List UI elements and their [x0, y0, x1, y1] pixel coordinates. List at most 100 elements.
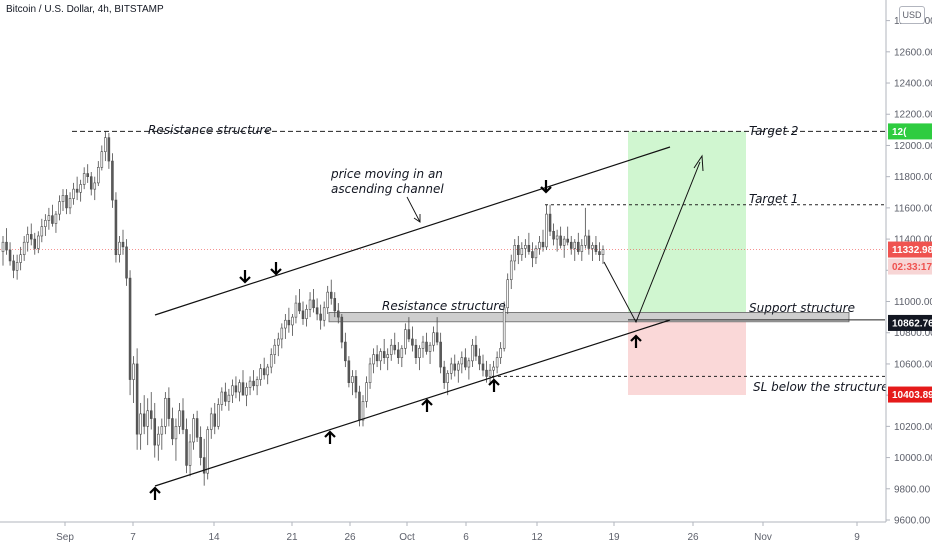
- candle-body: [252, 380, 255, 387]
- target-zone: [628, 131, 746, 313]
- candle: [555, 229, 559, 252]
- candle: [47, 207, 51, 230]
- candle-body: [559, 235, 562, 246]
- candle: [471, 338, 474, 368]
- candle: [344, 332, 347, 368]
- candle: [37, 231, 40, 254]
- candle-body: [527, 245, 531, 252]
- candle-body: [171, 418, 174, 440]
- price-tick-label: 11600.00: [894, 203, 932, 214]
- candle-body: [266, 366, 269, 376]
- candle-body: [488, 369, 492, 377]
- target-2-label: Target 2: [749, 124, 799, 138]
- candle: [308, 292, 312, 318]
- currency-button[interactable]: USD: [899, 6, 925, 24]
- candle-body: [72, 188, 75, 199]
- candle: [319, 304, 322, 330]
- lines-layer: [72, 130, 932, 500]
- candle-body: [365, 382, 368, 402]
- candle: [541, 229, 545, 252]
- candle-body: [555, 235, 559, 240]
- candle-body: [329, 291, 333, 299]
- candle-body: [157, 433, 160, 446]
- candle: [206, 426, 209, 480]
- candle: [386, 348, 389, 371]
- candle: [135, 348, 139, 450]
- candle: [591, 242, 594, 261]
- candle-body: [185, 429, 188, 466]
- candle-body: [467, 360, 471, 368]
- channel-upper-line: [154, 146, 671, 316]
- candle: [82, 167, 86, 190]
- pivot-down-arrow: [540, 180, 552, 194]
- candle-body: [460, 357, 464, 365]
- candle: [217, 398, 220, 430]
- candle: [534, 245, 538, 265]
- target-1-label: Target 1: [749, 192, 799, 206]
- candle: [393, 332, 397, 355]
- candle: [15, 254, 19, 280]
- candle: [538, 235, 541, 255]
- candle-body: [298, 302, 301, 312]
- resistance-top-label: Resistance structure: [148, 123, 272, 137]
- time-tick-label: 12: [531, 532, 543, 543]
- candle: [397, 342, 400, 364]
- time-tick-label: 7: [130, 532, 136, 543]
- candle: [404, 323, 407, 355]
- stop-loss-price-badge-bg: [888, 386, 932, 403]
- time-tick-label: 26: [344, 532, 356, 543]
- support-price-badge-text: 10862.76: [892, 318, 932, 329]
- candle: [389, 338, 393, 361]
- candle-body: [520, 248, 524, 255]
- support-price-badge: 10862.76: [888, 314, 932, 331]
- candle-body: [209, 413, 213, 430]
- candle-body: [213, 413, 217, 427]
- candle: [178, 402, 181, 435]
- candle: [121, 229, 125, 255]
- arrow-head: [540, 186, 552, 194]
- candle-body: [449, 363, 453, 374]
- candle: [75, 176, 79, 201]
- arrow-head: [239, 276, 251, 284]
- candle: [33, 232, 37, 255]
- candle-body: [389, 344, 393, 355]
- candle-body: [178, 410, 181, 427]
- candle: [509, 254, 513, 290]
- last-price-badge-text: 11332.98: [892, 245, 932, 256]
- candle-body: [531, 251, 534, 259]
- candle-body: [411, 338, 414, 346]
- candle-body: [241, 382, 245, 396]
- candle-body: [227, 394, 231, 402]
- candle: [598, 242, 601, 261]
- candle: [192, 413, 195, 450]
- countdown-badge-bg: [888, 258, 932, 275]
- candle: [8, 242, 12, 266]
- candle: [245, 382, 248, 407]
- price-tick-label: 11800.00: [894, 172, 932, 183]
- price-tick-label: 10000.00: [894, 453, 932, 464]
- candle: [89, 171, 93, 196]
- price-tick-label: 12000.00: [894, 141, 932, 152]
- candle: [435, 317, 439, 346]
- stop-loss-price-badge: 10403.89: [888, 386, 932, 403]
- candle-body: [273, 344, 277, 355]
- channel-note-line2: ascending channel: [331, 182, 444, 196]
- candle: [372, 348, 375, 374]
- candle: [294, 295, 298, 324]
- channel-lower-line: [154, 319, 671, 487]
- candle-body: [33, 238, 37, 249]
- candle-body: [347, 360, 351, 383]
- price-tick-label: 12200.00: [894, 110, 932, 121]
- candle: [19, 246, 22, 271]
- zones-layer: [0, 131, 885, 395]
- candle-body: [58, 201, 61, 215]
- candle-body: [22, 241, 26, 255]
- candle: [97, 161, 100, 187]
- time-tick-label: 14: [208, 532, 220, 543]
- candle-body: [418, 348, 421, 358]
- candle: [449, 357, 453, 380]
- pivot-up-arrow: [488, 378, 500, 392]
- candle-body: [548, 213, 552, 232]
